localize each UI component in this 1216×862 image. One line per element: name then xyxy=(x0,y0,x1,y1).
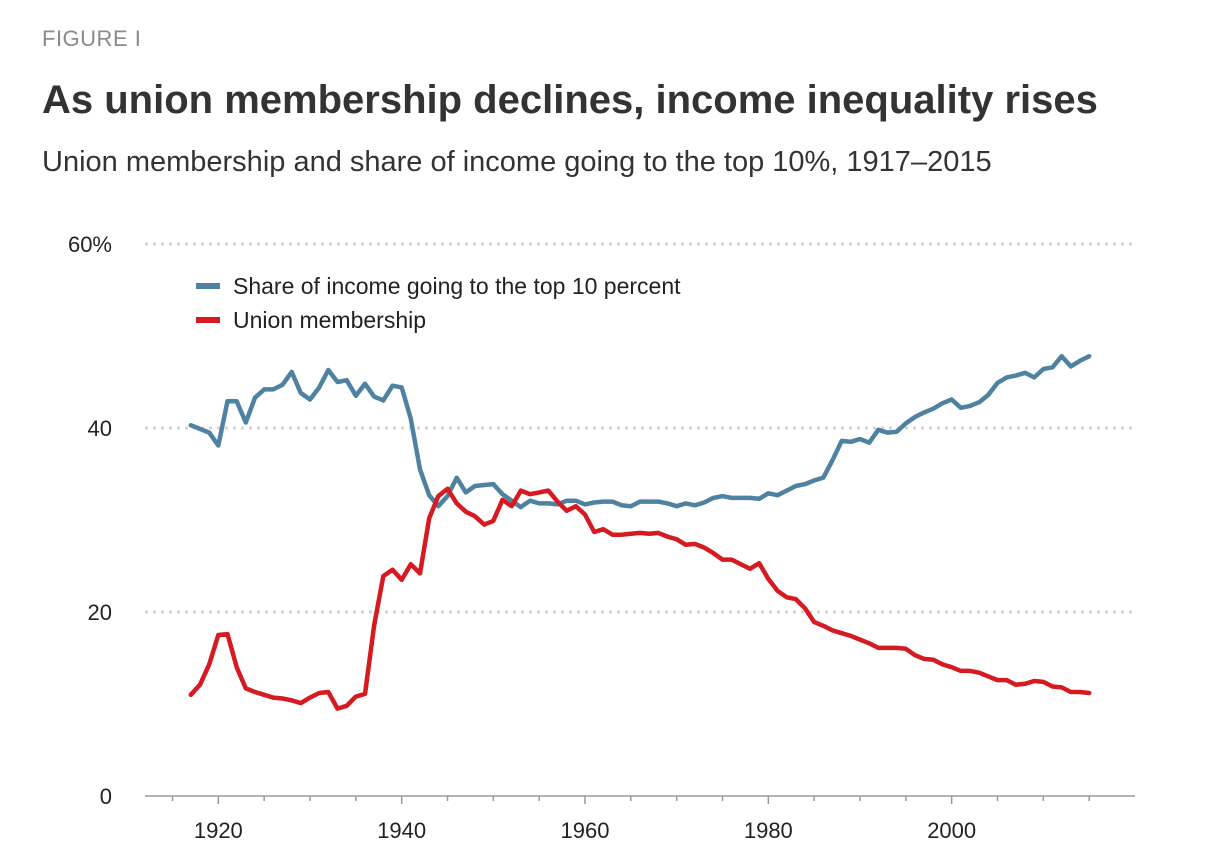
x-tick-label: 1960 xyxy=(561,818,610,843)
chart-subtitle: Union membership and share of income goi… xyxy=(42,146,992,178)
legend-label: Union membership xyxy=(233,307,426,333)
series-lines xyxy=(188,353,1092,711)
y-tick-label: 20 xyxy=(88,600,112,625)
legend: Share of income going to the top 10 perc… xyxy=(196,273,681,333)
y-tick-label: 60% xyxy=(68,232,112,257)
y-tick-label: 0 xyxy=(100,784,112,809)
x-tick-label: 1920 xyxy=(194,818,243,843)
gridlines xyxy=(145,242,1135,614)
top10-income-share-line xyxy=(188,353,1092,510)
x-tick-label: 1980 xyxy=(744,818,793,843)
axes: 0 20 40 60% 1920 1940 1960 1980 2000 xyxy=(68,232,1135,843)
legend-label: Share of income going to the top 10 perc… xyxy=(233,273,681,299)
y-tick-label: 40 xyxy=(88,416,112,441)
x-tick-label: 2000 xyxy=(927,818,976,843)
x-tick-label: 1940 xyxy=(377,818,426,843)
union-membership-line xyxy=(188,486,1092,711)
figure-label: FIGURE I xyxy=(42,26,142,51)
chart-title: As union membership declines, income ine… xyxy=(42,78,1098,122)
